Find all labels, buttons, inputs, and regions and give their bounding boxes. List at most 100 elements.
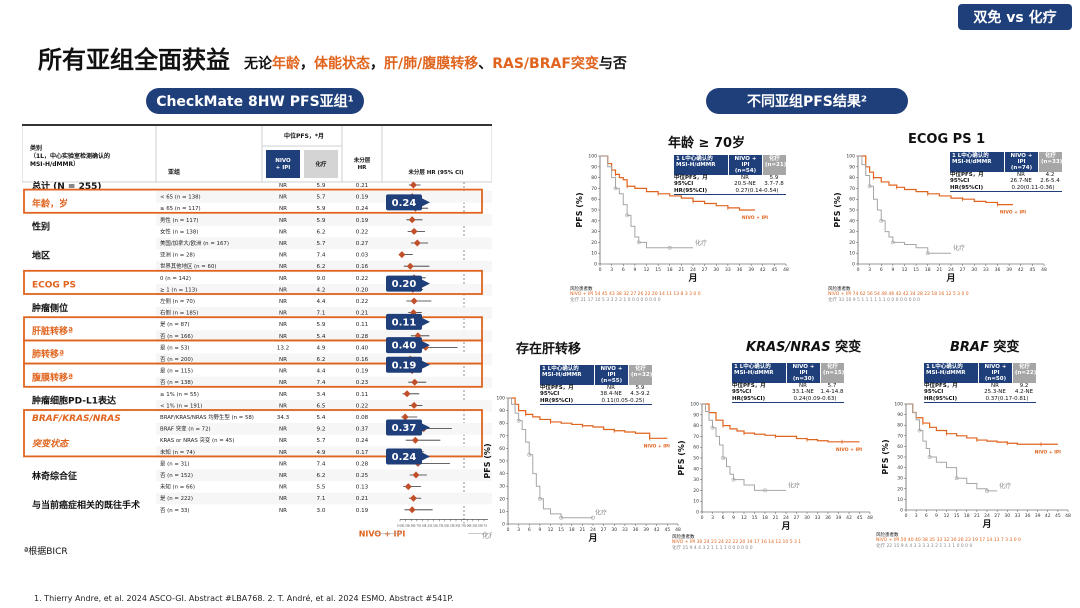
km-x-tick-label: 39 [836,515,842,521]
km-y-axis-label: PFS (%) [881,439,890,474]
km-y-tick-label: 10 [591,251,597,257]
forest-row-subgroup: 亚洲 (n = 28) [160,252,195,259]
forest-row-subgroup: < 65 (n = 138) [160,195,201,201]
km-y-tick-label: 80 [693,423,699,429]
km-censor-mark [927,455,932,459]
km-panel-title-part: 突变 [830,340,862,355]
forest-row-nivo: NR [279,438,287,444]
km-x-tick-label: 45 [772,267,778,273]
km-legend-row-median: 中位PFS，月 NR 9.2 [924,383,1036,389]
km-y-tick-label: 60 [591,197,597,203]
km-y-tick-label: 30 [897,476,903,482]
km-y-tick-label: 50 [897,455,903,461]
km-x-tick-label: 9 [891,267,894,273]
km-risk-table: 风险患者数 NIVO + IPI 54 45 43 38 32 27 26 22… [570,286,701,303]
km-legend-cell: NR [741,175,749,182]
km-legend-cell: 0.20(0.11-0.36) [1011,184,1055,191]
forest-row-subgroup: KRAS or NRAS 突变 (n = 45) [160,436,234,444]
forest-row-nivo: NR [279,450,287,456]
forest-row-subgroup: 否 (n = 152) [160,472,193,479]
km-x-tick-label: 24 [783,515,789,521]
km-panel-title: 存在肝转移 [516,342,582,357]
forest-row-stripe [156,283,492,296]
forest-row-hr: 0.22 [356,276,368,282]
forest-row-subgroup: 0 (n = 142) [160,276,191,282]
km-censor-mark [763,488,767,493]
km-risk-header: 风险患者数 [672,535,695,540]
forest-x-tick-label: 3.00 [464,523,470,527]
forest-row-hr: 0.19 [356,508,369,514]
km-risk-label: 化疗 [570,298,579,303]
km-legend-row-ci: 95%CI 26.7-NE 2.6-5.4 [950,178,1062,184]
forest-highlight-box [23,188,483,214]
km-x-tick-label: 36 [825,515,831,521]
forest-hr-callout [386,194,422,211]
km-legend-cell: 中位PFS，月 [540,385,574,392]
km-y-tick-label: 20 [499,496,505,502]
km-y-tick-label: 100 [690,402,699,408]
km-x-tick-label: 18 [925,267,931,273]
forest-x-tick-label: 3.50 [475,523,481,527]
km-censor-mark [954,476,959,481]
km-curve-chemo [858,155,951,254]
forest-row-chemo: 3.4 [317,392,326,398]
km-legend-cell: 5.9 [635,385,645,392]
km-legend-table: 1 L中心确认的 MSI-H/dMMR NIVO + IPI (n=54) 化疗… [674,155,786,196]
km-risk-label: NIVO + IPI [672,540,696,545]
km-curve-label-nivo: NIVO + IPI [742,215,769,221]
km-curve-chemo [508,397,593,519]
km-y-tick-label: 80 [897,423,903,429]
km-legend-header-chemo: 化疗 (n=33) [1038,152,1062,173]
km-x-tick-label: 0 [857,267,860,273]
forest-group-label: 与当前癌症相关的既往手术 [32,499,140,511]
km-y-tick-label: 40 [693,466,699,472]
forest-row-hr: 0.11 [356,322,369,328]
km-censor-mark [731,477,736,482]
forest-hr-diamond [398,251,406,259]
forest-row-stripe [156,492,492,505]
forest-row-chemo: 7.4 [317,380,326,386]
km-y-tick-label: 10 [897,497,903,503]
km-y-tick-label: 30 [499,484,505,490]
forest-row-subgroup: 男性 (n = 117) [160,216,198,224]
km-risk-label: 化疗 [672,546,681,551]
forest-row-chemo: 4.2 [317,287,326,293]
km-y-tick-label: 40 [849,218,855,224]
km-risk-values: 30 24 23 24 22 22 20 19 17 16 14 12 10 5… [696,540,802,545]
km-x-tick-label: 33 [622,527,628,533]
km-legend-cell: 中位PFS，月 [674,175,708,182]
forest-row-hr: 0.25 [356,473,369,479]
km-x-tick-label: 6 [880,267,883,273]
forest-row-chemo: 5.5 [317,485,326,491]
km-legend-header-chemo: 化疗 (n=22) [1012,363,1036,384]
forest-hr-diamond [408,216,416,224]
km-x-tick-label: 27 [794,515,800,521]
km-curve-nivo [858,155,1013,206]
km-y-tick-label: 20 [693,488,699,494]
km-legend-header-chemo: 化疗 (n=21) [762,155,786,176]
references: 1. Thierry Andre, et al. 2024 ASCO-GI. A… [34,594,454,603]
forest-hr-callout-value: 0.11 [392,317,417,328]
km-y-tick-label: 60 [897,444,903,450]
km-risk-values: 50 40 40 38 35 33 32 30 26 23 19 17 14 1… [900,538,1021,543]
km-curve-label-chemo: 化疗 [595,509,607,517]
km-x-tick-label: 21 [580,527,586,533]
forest-row-nivo: NR [279,218,287,224]
km-x-tick-label: 3 [711,515,714,521]
km-x-tick-label: 3 [517,527,520,533]
km-risk-values: 22 15 9 4 4 3 3 3 3 3 2 1 1 1 1 0 0 0 0 [886,544,973,549]
km-legend-row-ci: 95%CI 38.4-NE 4.3-9.2 [540,391,652,397]
km-legend-cell: NR [799,383,807,390]
km-censor-mark [721,456,725,460]
forest-row-subgroup: 是 (n = 222) [160,495,193,502]
forest-row-hr: 0.17 [356,450,369,456]
forest-row-hr: 0.19 [356,218,369,224]
forest-row-hr: 0.16 [356,357,369,363]
km-legend-cell: NR [607,385,615,392]
km-curve-nivo [906,403,1058,445]
forest-row-chemo: 6.2 [317,264,326,270]
